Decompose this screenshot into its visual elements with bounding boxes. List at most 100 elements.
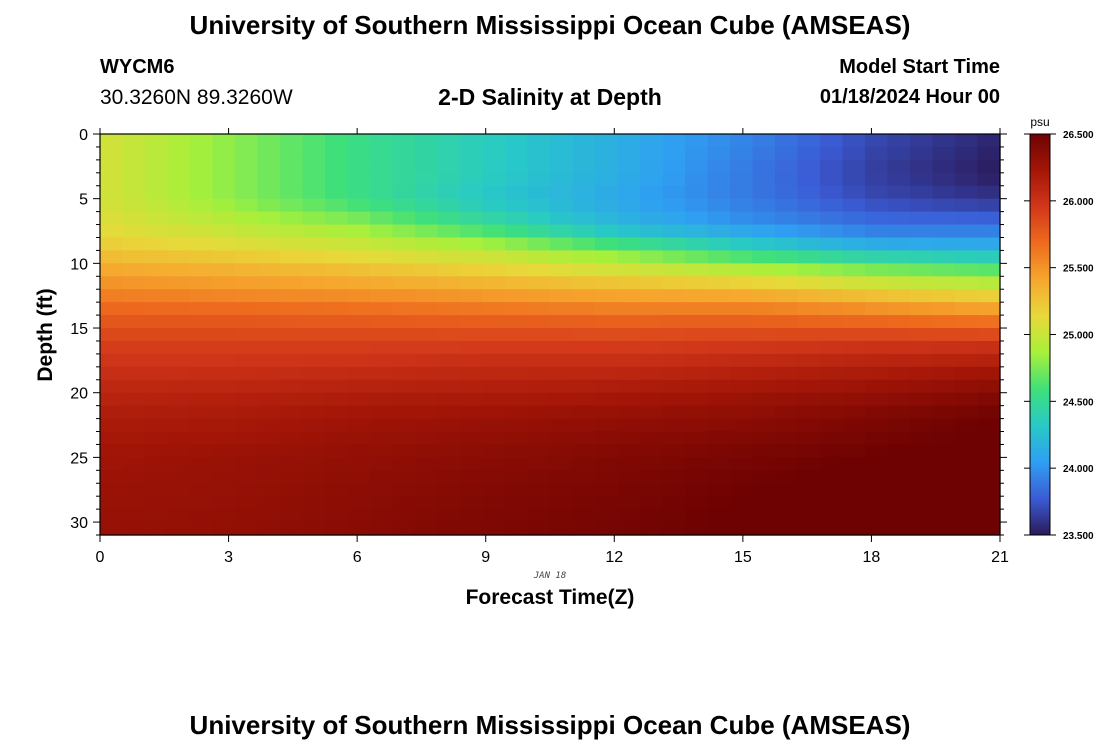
heatmap-cell (415, 263, 439, 277)
heatmap-cell (595, 340, 619, 355)
heatmap-cell (302, 431, 326, 446)
heatmap-cell (707, 340, 731, 355)
heatmap-cell (302, 146, 326, 161)
heatmap-cell (865, 159, 889, 174)
heatmap-cell (910, 289, 934, 303)
heatmap-cell (595, 483, 619, 497)
heatmap-cell (955, 134, 979, 148)
heatmap-cell (572, 418, 596, 433)
colorbar-tick-label: 25.500 (1063, 264, 1094, 275)
heatmap-cell (122, 522, 146, 536)
heatmap-cell (842, 392, 866, 407)
heatmap-cell (460, 483, 484, 497)
heatmap-cell (167, 392, 191, 407)
heatmap-cell (370, 366, 394, 381)
heatmap-cell (685, 185, 709, 200)
heatmap-cell (955, 302, 979, 316)
heatmap-cell (257, 211, 281, 226)
heatmap-cell (640, 185, 664, 200)
heatmap-cell (707, 483, 731, 497)
heatmap-cell (887, 250, 911, 264)
heatmap-cell (437, 522, 461, 536)
heatmap-cell (932, 198, 956, 213)
footer-title: University of Southern Mississippi Ocean… (189, 710, 911, 740)
heatmap-cell (550, 405, 574, 420)
heatmap-cell (910, 237, 934, 252)
heatmap-cell (280, 496, 304, 510)
heatmap-cell (842, 405, 866, 420)
heatmap-cell (302, 328, 326, 342)
heatmap-cell (100, 146, 124, 161)
heatmap-cell (370, 431, 394, 446)
heatmap-cell (280, 198, 304, 213)
heatmap-cell (775, 379, 799, 394)
heatmap-cell (190, 444, 214, 458)
heatmap-cell (190, 431, 214, 446)
heatmap-cell (212, 263, 236, 277)
heatmap-cell (910, 198, 934, 213)
heatmap-cell (100, 172, 124, 187)
heatmap-cell (595, 237, 619, 252)
heatmap-cell (302, 496, 326, 510)
heatmap-cell (572, 159, 596, 174)
heatmap-cell (100, 289, 124, 303)
heatmap-cell (662, 328, 686, 342)
heatmap-cell (685, 496, 709, 510)
heatmap-cell (752, 198, 776, 213)
heatmap-cell (707, 146, 731, 161)
heatmap-cell (145, 198, 169, 213)
heatmap-cell (505, 431, 529, 446)
heatmap-cell (595, 496, 619, 510)
heatmap-cell (595, 146, 619, 161)
heatmap-cell (437, 392, 461, 407)
heatmap-cell (370, 496, 394, 510)
heatmap-cell (797, 237, 821, 252)
heatmap-cell (707, 470, 731, 484)
heatmap-cell (977, 483, 1001, 497)
heatmap-cell (190, 522, 214, 536)
heatmap-cell (910, 444, 934, 458)
heatmap-cell (730, 444, 754, 458)
heatmap-cell (865, 496, 889, 510)
heatmap-cell (887, 237, 911, 252)
heatmap-cell (167, 250, 191, 264)
heatmap-cell (752, 483, 776, 497)
heatmap-cell (437, 276, 461, 290)
heatmap-cell (527, 444, 551, 458)
heatmap-cell (212, 496, 236, 510)
heatmap-cell (910, 340, 934, 355)
heatmap-cells (100, 134, 1001, 536)
heatmap-cell (505, 483, 529, 497)
heatmap-cell (842, 379, 866, 394)
heatmap-cell (640, 159, 664, 174)
heatmap-cell (865, 522, 889, 536)
heatmap-cell (550, 509, 574, 523)
heatmap-cell (460, 444, 484, 458)
heatmap-cell (662, 146, 686, 161)
heatmap-cell (415, 185, 439, 200)
heatmap-cell (145, 237, 169, 252)
heatmap-cell (257, 457, 281, 471)
heatmap-cell (100, 315, 124, 329)
heatmap-cell (347, 276, 371, 290)
heatmap-cell (775, 250, 799, 264)
heatmap-cell (212, 379, 236, 394)
heatmap-cell (820, 172, 844, 187)
heatmap-cell (527, 353, 551, 368)
page-title: University of Southern Mississippi Ocean… (189, 10, 911, 40)
heatmap-cell (302, 302, 326, 316)
heatmap-cell (955, 237, 979, 252)
heatmap-cell (325, 198, 349, 213)
heatmap-cell (842, 159, 866, 174)
x-tick-label: 21 (991, 549, 1009, 566)
heatmap-cell (167, 522, 191, 536)
heatmap-cell (932, 353, 956, 368)
heatmap-cell (730, 159, 754, 174)
heatmap-cell (460, 496, 484, 510)
heatmap-cell (100, 302, 124, 316)
heatmap-cell (932, 134, 956, 148)
heatmap-cell (347, 134, 371, 148)
heatmap-cell (572, 405, 596, 420)
heatmap-cell (865, 146, 889, 161)
heatmap-cell (595, 522, 619, 536)
